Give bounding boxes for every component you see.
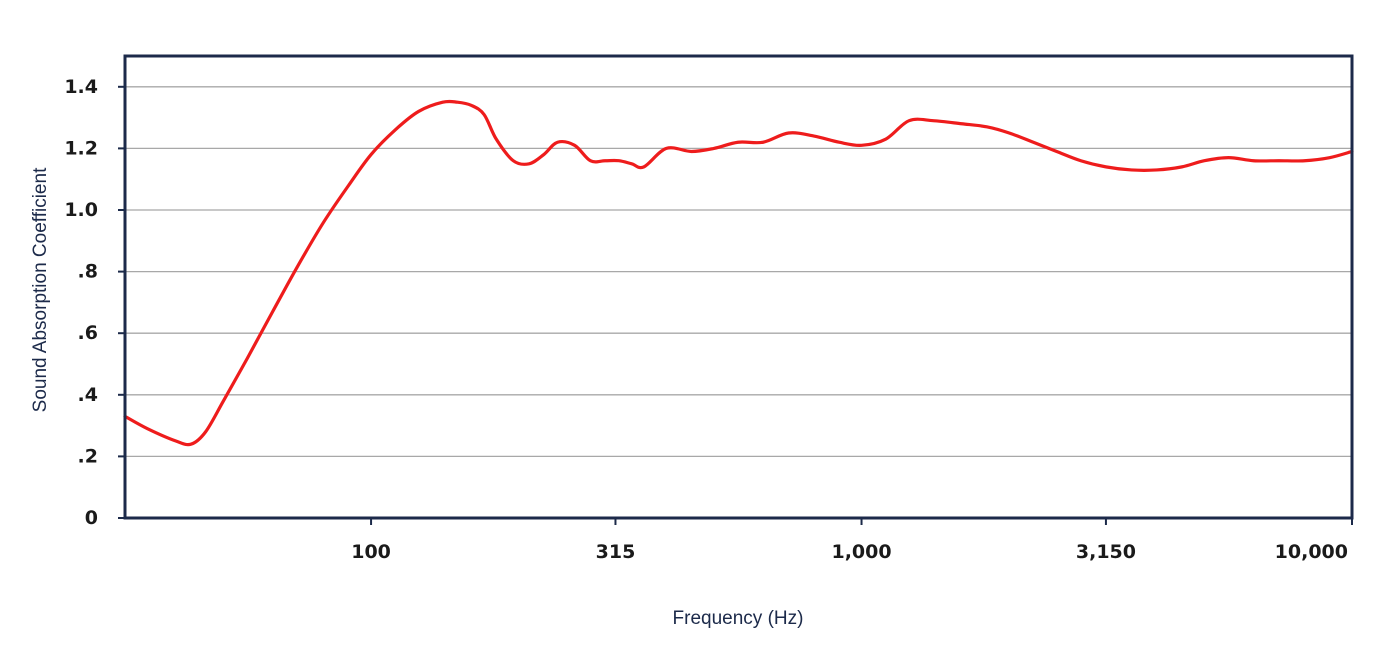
series-line [123, 99, 1354, 447]
x-tick-label: 10,000 [1275, 541, 1348, 563]
series-layer [123, 99, 1354, 447]
y-tick-label: .6 [78, 322, 98, 344]
y-tick-label: 1.0 [64, 199, 98, 221]
y-tick-label: 0 [85, 507, 98, 529]
y-axis-title: Sound Absorption Coefficient [30, 167, 51, 412]
x-tick-label: 315 [596, 541, 636, 563]
y-tick-label: 1.2 [64, 137, 98, 159]
y-tick-label: .2 [78, 445, 98, 467]
x-tick-label: 1,000 [831, 541, 891, 563]
y-tick-label: 1.4 [64, 76, 98, 98]
x-tick-label: 100 [351, 541, 391, 563]
x-axis-title: Frequency (Hz) [673, 608, 804, 629]
tick-layer: 0 .2 .4 .6 .8 1.0 1.2 1.4 100 315 1,000 3,150 10,000 [64, 76, 1353, 563]
y-tick-label: .8 [78, 261, 98, 283]
x-tick-label: 3,150 [1076, 541, 1136, 563]
grid-layer [125, 86, 1352, 458]
y-tick-label: .4 [78, 384, 98, 406]
plot-frame [123, 54, 1354, 520]
